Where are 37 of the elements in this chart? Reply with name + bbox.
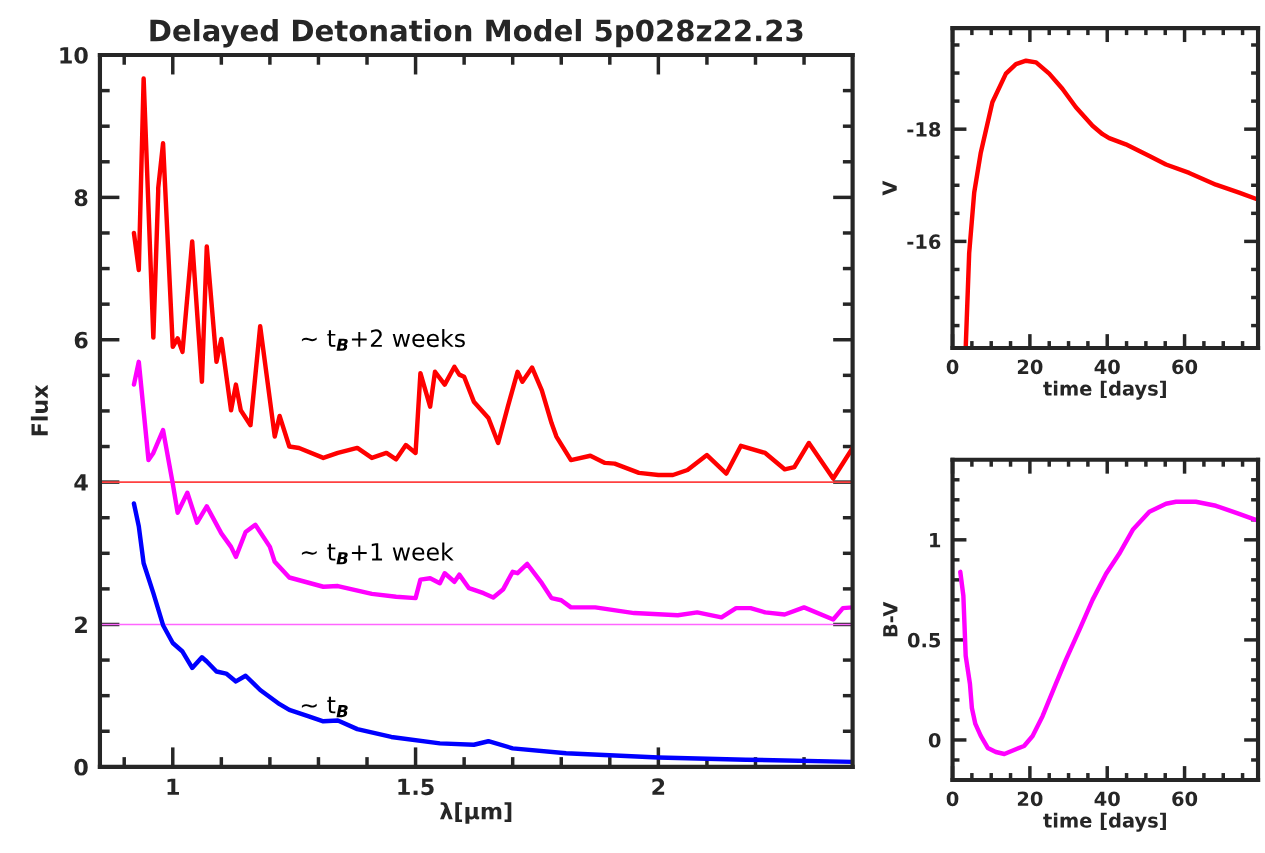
x-tick-label: 40 — [1094, 359, 1120, 375]
line-series — [131, 76, 853, 481]
y-axis-title: V — [882, 180, 897, 196]
line-series — [131, 501, 853, 765]
series-label: ~ t$_{B}$+1 week — [301, 542, 454, 565]
x-axis-title: λ[μm] — [439, 802, 512, 824]
series-label: ~ t$_{B}$ — [301, 696, 348, 718]
line-series — [131, 359, 853, 622]
x-tick-label: 60 — [1172, 791, 1198, 807]
y-tick-label: 6 — [74, 331, 88, 349]
x-tick-label: 20 — [1017, 359, 1043, 375]
x-axis-title: time [days] — [1043, 812, 1166, 832]
y-tick-label: 10 — [60, 46, 88, 64]
x-tick-label: 1.5 — [398, 778, 434, 796]
x-tick-label: 1 — [167, 778, 179, 795]
x-axis-title: time [days] — [1043, 380, 1166, 400]
y-tick-label: 0.5 — [907, 632, 941, 648]
x-tick-label: 60 — [1172, 359, 1198, 375]
x-tick-label: 0 — [946, 791, 959, 807]
line-series — [958, 499, 1258, 757]
y-tick-label: -18 — [907, 122, 941, 137]
y-tick-label: 2 — [75, 616, 87, 633]
y-tick-label: 8 — [74, 189, 88, 207]
line-series — [963, 58, 1258, 349]
x-tick-label: 2 — [652, 778, 665, 795]
x-tick-label: 20 — [1017, 791, 1043, 807]
chart-title: Delayed Detonation Model 5p028z22.23 — [150, 18, 803, 48]
y-axis-title: Flux — [30, 384, 49, 436]
x-tick-label: 40 — [1094, 791, 1120, 807]
y-tick-label: -16 — [907, 234, 941, 250]
y-tick-label: 0 — [74, 758, 88, 776]
y-tick-label: 4 — [74, 474, 88, 491]
y-axis-title: B-V — [883, 601, 898, 637]
x-tick-label: 0 — [946, 359, 959, 375]
y-tick-label: 1 — [930, 533, 941, 548]
y-tick-label: 0 — [928, 732, 941, 748]
series-label: ~ t$_{B}$+2 weeks — [301, 328, 465, 351]
